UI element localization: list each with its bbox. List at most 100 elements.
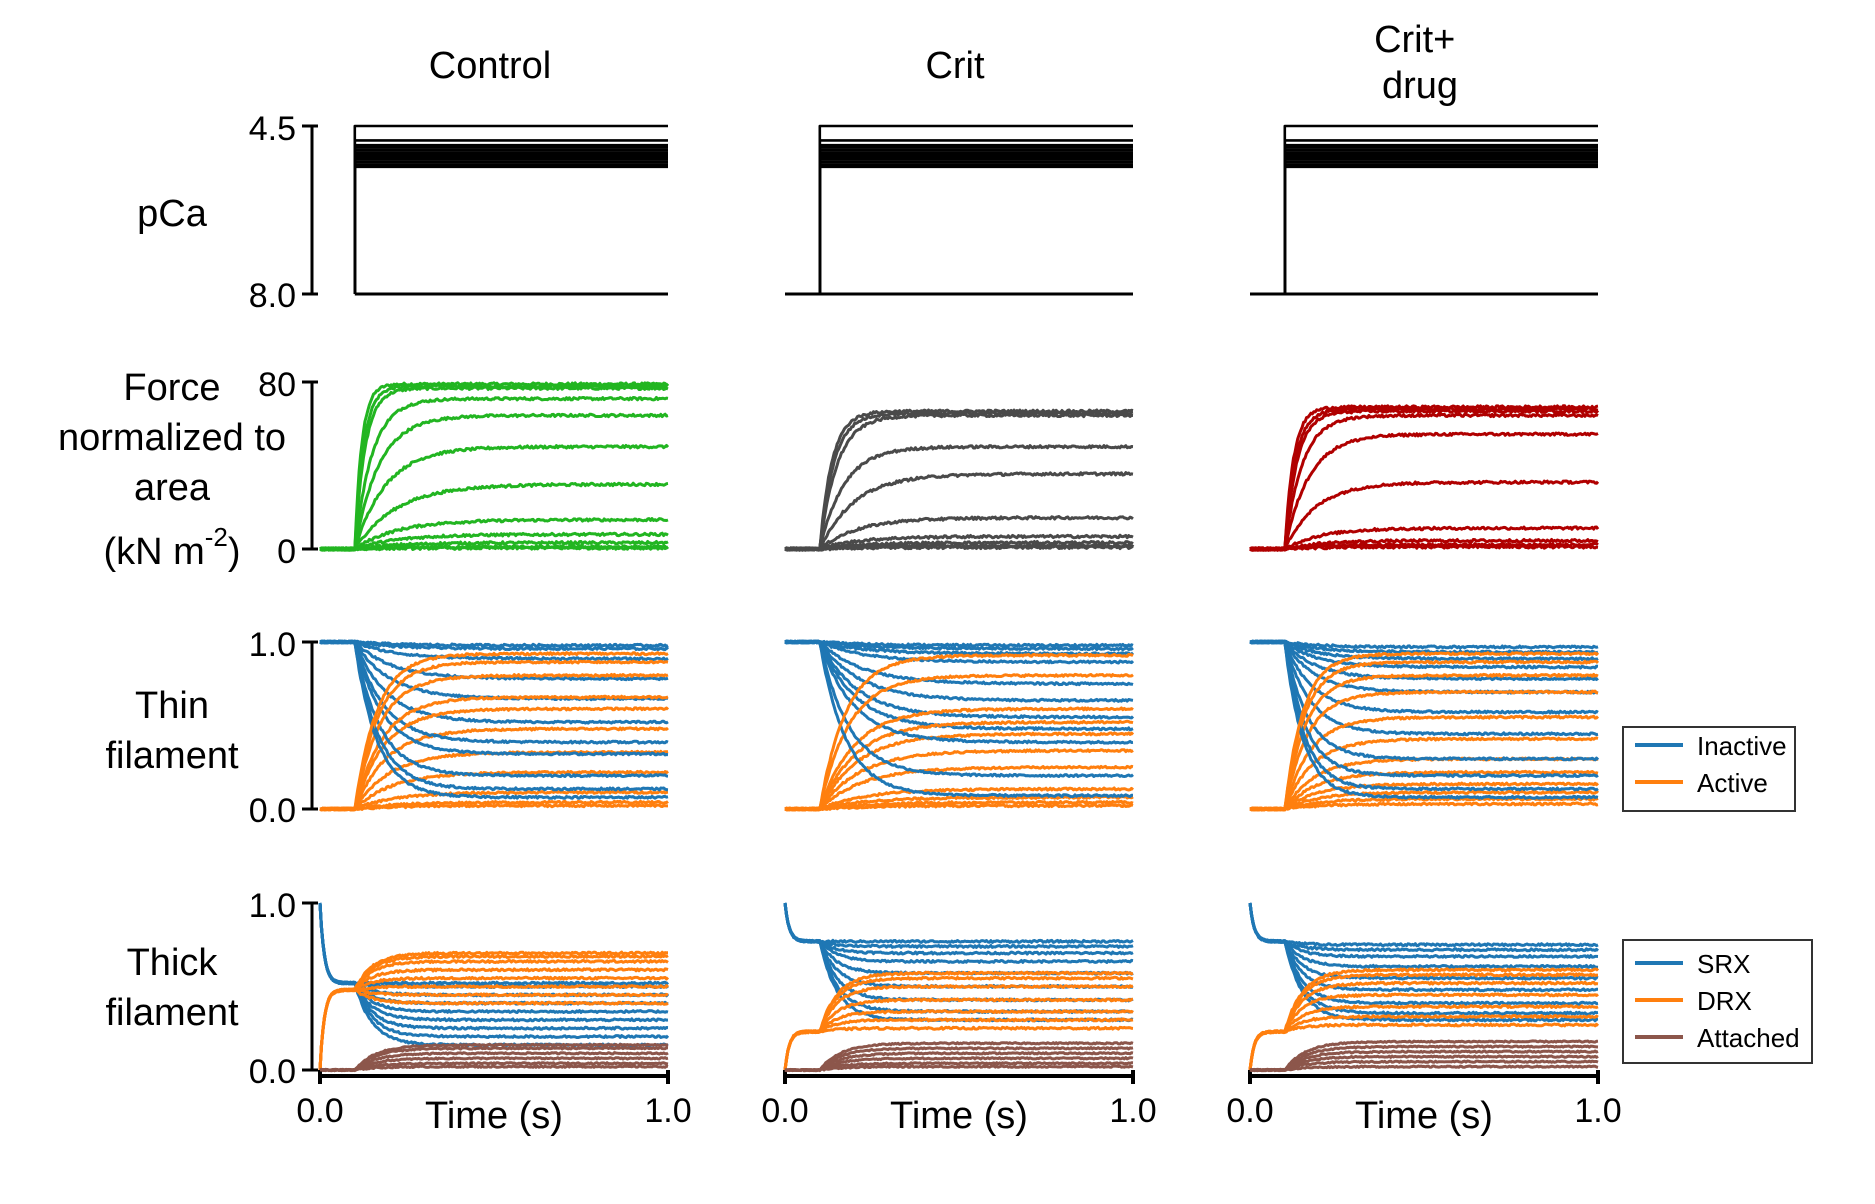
thick-attached-trace xyxy=(319,1061,669,1073)
xtick-drug-0: 0.0 xyxy=(1226,1092,1273,1130)
thick-drx-trace xyxy=(318,975,670,1071)
thin-inactive-trace xyxy=(319,639,669,779)
thick-drx-trace xyxy=(783,975,1134,1071)
thin-inactive-trace xyxy=(784,639,1134,745)
thin-active-trace xyxy=(319,672,669,812)
force-trace xyxy=(319,517,669,552)
thick-attached-trace xyxy=(1249,1044,1599,1073)
thin-inactive-trace xyxy=(1249,639,1599,715)
pca-trace xyxy=(785,158,1133,296)
force-trace xyxy=(1249,479,1600,552)
pca-trace xyxy=(785,163,1133,296)
thick-attached-trace xyxy=(1249,1039,1599,1073)
thin-active-trace xyxy=(319,799,669,812)
thick-srx-trace xyxy=(1248,902,1599,953)
thick-attached-trace xyxy=(784,1046,1134,1073)
xtick-crit-0: 0.0 xyxy=(761,1092,808,1130)
thick-attached-trace xyxy=(1249,1064,1599,1073)
row-label-force: Force normalized to area (kN m-2) xyxy=(58,367,286,573)
thick-drx-trace xyxy=(783,997,1134,1071)
x-axis-drug xyxy=(1248,1070,1600,1084)
thick-attached-trace xyxy=(784,1061,1134,1073)
thick-srx-trace xyxy=(318,902,670,986)
thin-active-trace xyxy=(319,651,669,812)
thin-inactive-trace xyxy=(784,639,1134,703)
thin-inactive-trace xyxy=(319,639,669,800)
thin-inactive-trace xyxy=(319,639,669,725)
row-label-thick-line1: Thick xyxy=(127,942,219,984)
xlabel-control: Time (s) xyxy=(425,1095,563,1137)
thick-drx-trace xyxy=(783,1017,1134,1071)
pca-trace xyxy=(785,160,1133,296)
thick-drx-trace xyxy=(1248,967,1600,1071)
thick-srx-trace xyxy=(318,902,669,1014)
force-trace xyxy=(319,412,669,552)
thick-srx-trace xyxy=(783,902,1134,956)
thick-drx-trace xyxy=(783,1009,1134,1071)
thick-drx-trace xyxy=(1248,992,1599,1071)
force-trace xyxy=(319,481,669,552)
row-label-thin-line2: filament xyxy=(105,735,238,777)
thick-attached-trace xyxy=(1249,1054,1599,1073)
pca-trace xyxy=(353,155,668,294)
column-title-drug: Crit+ drug xyxy=(1374,19,1466,107)
xlabel-crit: Time (s) xyxy=(890,1095,1028,1137)
pca-trace xyxy=(1250,160,1598,296)
thick-attached-trace xyxy=(784,1056,1134,1073)
thick-drx-trace xyxy=(318,987,669,1071)
y-axis-pca xyxy=(302,124,318,296)
pca-trace xyxy=(785,151,1133,296)
thin-inactive-trace xyxy=(1249,639,1599,650)
force-trace xyxy=(784,412,1134,552)
thick-srx-trace xyxy=(1248,902,1599,959)
thick-drx-trace xyxy=(783,1025,1134,1071)
legend-drx-label: DRX xyxy=(1697,986,1752,1016)
y-axes xyxy=(302,124,318,1072)
thick-attached-trace xyxy=(784,1051,1134,1072)
pca-trace xyxy=(785,165,1133,296)
thin-inactive-trace xyxy=(1249,639,1599,792)
row-label-thick-line2: filament xyxy=(105,992,238,1034)
thick-drx-trace xyxy=(318,967,669,1071)
force-trace xyxy=(784,444,1134,552)
thick-srx-trace xyxy=(318,902,669,1048)
y-axis-thin xyxy=(302,640,318,811)
pca-trace xyxy=(353,160,668,294)
thin-inactive-trace xyxy=(1249,639,1599,662)
column-title-drug-line2: drug xyxy=(1382,65,1458,107)
thick-srx-trace xyxy=(1248,902,1599,948)
force-trace xyxy=(784,408,1134,552)
legend-inactive-label: Inactive xyxy=(1697,731,1787,761)
thick-srx-trace xyxy=(783,902,1134,949)
thin-active-trace xyxy=(1249,672,1599,812)
row-label-pca: pCa xyxy=(137,193,208,235)
xtick-control-1: 1.0 xyxy=(644,1092,691,1130)
pca-trace xyxy=(1250,146,1598,296)
thick-attached-trace xyxy=(319,1051,669,1073)
force-trace xyxy=(1249,408,1600,552)
thick-srx-trace xyxy=(1248,902,1599,1016)
column-title-control: Control xyxy=(429,45,552,87)
thin-active-trace xyxy=(784,672,1134,812)
thick-drx-trace xyxy=(783,970,1134,1071)
force-trace xyxy=(784,544,1134,552)
thin-active-trace xyxy=(319,789,669,812)
pca-trace xyxy=(785,153,1133,296)
thin-inactive-trace xyxy=(784,639,1134,778)
x-axes xyxy=(318,1070,1600,1084)
legend-attached-label: Attached xyxy=(1697,1023,1800,1053)
ytick-thick-top: 1.0 xyxy=(249,887,296,925)
thin-active-trace xyxy=(784,706,1134,812)
ytick-pca-bottom: 8.0 xyxy=(249,277,296,315)
thick-drx-trace xyxy=(1248,980,1599,1071)
thick-srx-trace xyxy=(318,902,669,1023)
y-axis-force xyxy=(302,380,318,551)
thin-inactive-trace xyxy=(785,639,1134,732)
thick-drx-trace xyxy=(783,984,1134,1071)
row-label-thin: Thin filament xyxy=(105,685,238,777)
thick-drx-trace xyxy=(1248,972,1598,1071)
thin-active-trace xyxy=(1249,781,1600,812)
ytick-thin-bottom: 0.0 xyxy=(249,792,296,830)
thick-attached-trace xyxy=(319,1064,669,1073)
